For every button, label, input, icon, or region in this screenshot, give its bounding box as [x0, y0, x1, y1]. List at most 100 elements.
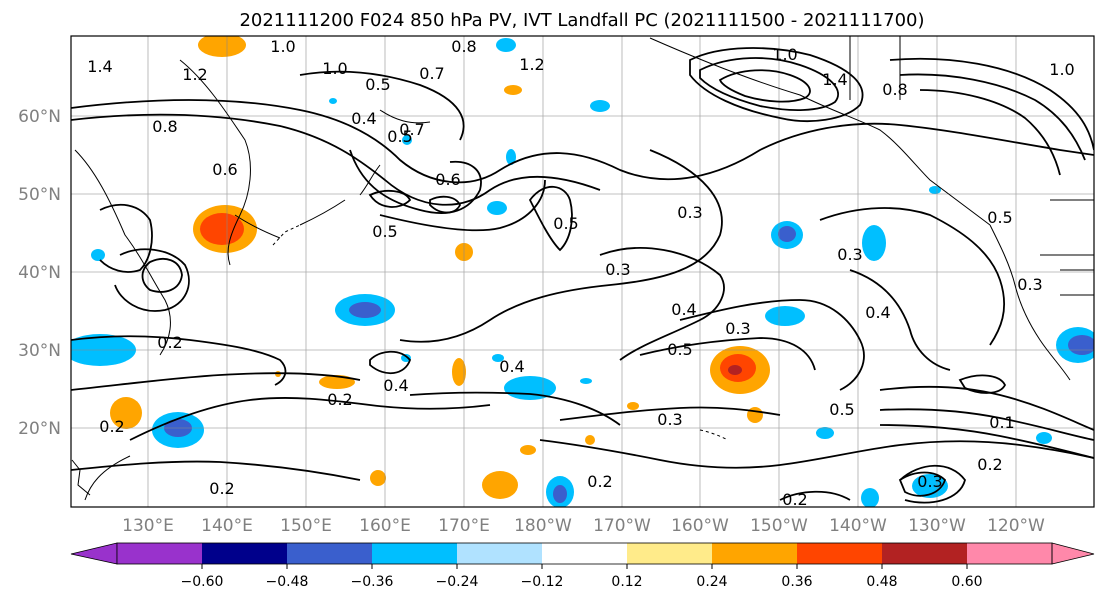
contour-label: 1.0	[322, 59, 347, 78]
negative-anomaly	[1068, 335, 1094, 355]
contour-label: 0.2	[157, 333, 182, 352]
colorbar-tick-label: 0.24	[696, 574, 727, 590]
contour-label: 0.5	[372, 222, 397, 241]
negative-anomaly	[1036, 432, 1052, 444]
contour-label: 1.0	[1049, 60, 1074, 79]
contour-label: 0.6	[435, 170, 460, 189]
colorbar-segment	[627, 543, 712, 564]
negative-anomaly	[816, 427, 834, 439]
contour-label: 0.5	[829, 400, 854, 419]
colorbar-segment	[967, 543, 1052, 564]
contour-label: 0.5	[387, 127, 412, 146]
positive-anomaly	[319, 375, 355, 389]
negative-anomaly	[553, 485, 567, 503]
positive-anomaly	[198, 36, 246, 57]
contour-label: 0.8	[882, 80, 907, 99]
contour-label: 1.4	[822, 70, 847, 89]
negative-anomaly	[492, 354, 504, 362]
contour-label: 0.3	[917, 472, 942, 491]
contour-label: 0.4	[499, 357, 524, 376]
positive-anomaly	[110, 397, 142, 429]
lon-label: 170°W	[593, 516, 651, 536]
contour-label: 0.3	[1017, 275, 1042, 294]
colorbar-tick-label: 0.48	[866, 574, 897, 590]
colorbar-frame	[116, 542, 1053, 565]
contour-label: 0.2	[209, 479, 234, 498]
lon-label: 140°W	[829, 516, 887, 536]
negative-anomaly	[778, 226, 796, 242]
contour-lines	[71, 47, 1094, 504]
contour-label: 0.8	[451, 37, 476, 56]
colorbar-tick-label: −0.60	[181, 574, 224, 590]
positive-anomaly	[452, 358, 466, 386]
positive-anomaly	[200, 213, 244, 245]
lon-label: 130°W	[908, 516, 966, 536]
contour-label: 0.3	[657, 410, 682, 429]
negative-anomaly	[929, 186, 941, 194]
colorbar-extend-left	[70, 542, 118, 565]
positive-anomaly	[520, 445, 536, 455]
contour-label: 0.6	[212, 160, 237, 179]
lat-label: 40°N	[18, 263, 61, 283]
colorbar-tick-label: −0.36	[351, 574, 394, 590]
contour-label: 0.5	[987, 208, 1012, 227]
colorbar-segment	[457, 543, 542, 564]
negative-anomaly	[862, 225, 886, 261]
contour-label: 0.8	[152, 117, 177, 136]
colorbar-segment	[202, 543, 287, 564]
colorbar-segment	[372, 543, 457, 564]
negative-anomaly	[912, 474, 948, 498]
map-frame	[70, 35, 1095, 508]
latitude-labels: 60°N 50°N 40°N 30°N 20°N	[18, 107, 61, 439]
contour-label: 0.4	[865, 303, 890, 322]
lon-label: 160°E	[359, 516, 411, 536]
lon-label: 170°E	[438, 516, 490, 536]
longitude-labels: 130°E 140°E 150°E 160°E 170°E 180°W 170°…	[122, 516, 1045, 536]
colorbar-segment	[117, 543, 202, 564]
lat-label: 60°N	[18, 107, 61, 127]
colorbar-segment	[712, 543, 797, 564]
colorbar-ticks	[201, 564, 968, 569]
colorbar-segment	[797, 543, 882, 564]
positive-anomaly	[504, 85, 522, 95]
lon-label: 130°E	[122, 516, 174, 536]
contour-label: 0.5	[553, 214, 578, 233]
negative-anomaly	[349, 302, 381, 318]
positive-anomaly	[627, 402, 639, 410]
colorbar-tick-label: −0.24	[436, 574, 479, 590]
positive-anomaly	[747, 407, 763, 423]
map-title: 2021111200 F024 850 hPa PV, IVT Landfall…	[239, 10, 924, 31]
contour-label: 0.3	[837, 245, 862, 264]
positive-anomaly	[728, 365, 742, 375]
negative-anomaly	[91, 249, 105, 261]
negative-anomaly	[329, 98, 337, 104]
contour-label: 1.0	[772, 45, 797, 64]
contour-label: 1.4	[87, 57, 112, 76]
contour-label: 1.2	[182, 65, 207, 84]
colorbar-tick-labels: −0.60 −0.48 −0.36 −0.24 −0.12 0.12 0.24 …	[181, 574, 983, 590]
contour-label: 0.2	[782, 490, 807, 509]
contour-label: 0.7	[399, 120, 424, 139]
negative-anomaly	[580, 378, 592, 384]
colorbar-tick-label: 0.12	[611, 574, 642, 590]
contour-label: 1.0	[270, 37, 295, 56]
contour-label: 0.3	[725, 319, 750, 338]
contour-label: 0.5	[667, 340, 692, 359]
negative-anomaly	[590, 100, 610, 112]
contour-label: 0.1	[989, 413, 1014, 432]
positive-anomaly	[585, 435, 595, 445]
colorbar-segment	[287, 543, 372, 564]
colorbar-segment	[542, 543, 627, 564]
colorbar-segment	[882, 543, 967, 564]
positive-anomaly	[482, 471, 518, 499]
colorbar: −0.60 −0.48 −0.36 −0.24 −0.12 0.12 0.24 …	[70, 542, 1095, 590]
lon-label: 180°W	[514, 516, 572, 536]
lon-label: 120°W	[987, 516, 1045, 536]
coastlines	[71, 36, 1094, 501]
negative-anomaly	[496, 38, 516, 52]
contour-label: 0.4	[671, 300, 696, 319]
negative-anomaly	[506, 149, 516, 165]
lon-label: 150°W	[750, 516, 808, 536]
